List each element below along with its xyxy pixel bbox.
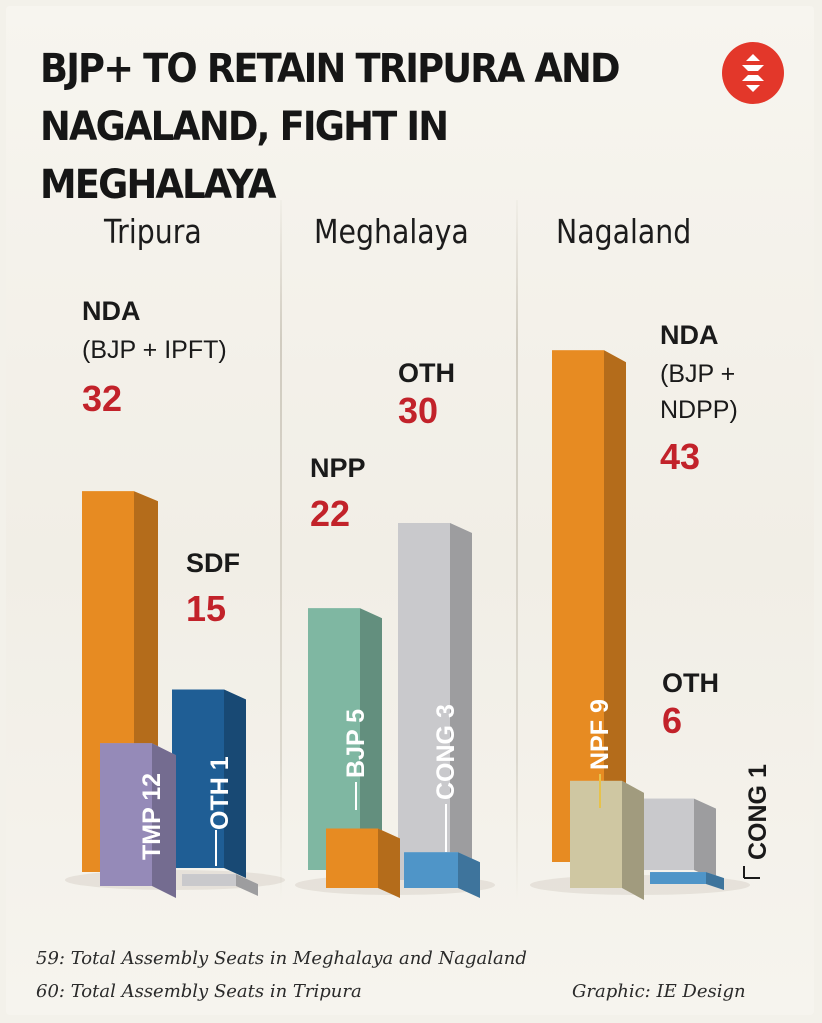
state-heading-meghalaya: Meghalaya [314, 212, 469, 251]
title-line-2: NAGALAND, FIGHT IN MEGHALAYA [40, 104, 449, 208]
state-heading-nagaland: Nagaland [556, 212, 692, 251]
nagaland-cong-label: CONG 1 [744, 764, 772, 860]
title-line-1: BJP+ TO RETAIN TRIPURA AND [40, 46, 621, 92]
page-title: BJP+ TO RETAIN TRIPURA AND NAGALAND, FIG… [40, 40, 666, 214]
tripura-tmp-bar [100, 743, 176, 898]
meghalaya-cong-bar [404, 852, 480, 898]
meghalaya-bjp-label: BJP 5 [342, 709, 370, 778]
nagaland-cong-bar [650, 872, 724, 890]
meghalaya-bjp-bar [326, 828, 400, 898]
credit: Graphic: IE Design [572, 981, 746, 1002]
nagaland-nda-label: NDA [660, 320, 719, 350]
tripura-nda-value: 32 [82, 378, 123, 419]
divider-2 [516, 200, 518, 900]
state-heading-tripura: Tripura [104, 212, 202, 251]
indian-express-logo-icon [722, 42, 784, 104]
tripura-nda-label: NDA [82, 296, 141, 326]
meghalaya-oth-value: 30 [398, 390, 439, 431]
nagaland-nda-sublabel-2: NDPP) [660, 396, 738, 424]
nagaland-nda-sublabel-1: (BJP + [660, 360, 736, 388]
tripura-sdf-bar [172, 689, 246, 878]
nagaland-oth-label: OTH [662, 668, 719, 698]
nagaland-nda-bar [552, 350, 626, 874]
footnote-1: 59: Total Assembly Seats in Meghalaya an… [36, 948, 527, 969]
meghalaya-oth-bar [398, 523, 472, 890]
meghalaya-npp-label: NPP [310, 453, 366, 483]
footnote-2: 60: Total Assembly Seats in Tripura [36, 981, 362, 1002]
nagaland-oth-value: 6 [662, 700, 683, 741]
tripura-tmp-label: TMP 12 [138, 773, 166, 860]
tripura-oth-label: OTH 1 [206, 756, 234, 830]
tripura-oth-bar [182, 874, 258, 896]
meghalaya-npp-value: 22 [310, 493, 351, 534]
nagaland-nda-value: 43 [660, 436, 701, 477]
tripura-sdf-label: SDF [186, 548, 240, 578]
meghalaya-oth-label: OTH [398, 358, 455, 388]
nagaland-oth-bar [642, 798, 716, 880]
meghalaya-cong-label: CONG 3 [432, 704, 460, 800]
nagaland-npf-bar [570, 780, 644, 900]
tripura-sdf-value: 15 [186, 588, 227, 629]
meghalaya-npp-bar [308, 608, 382, 880]
tripura-nda-sublabel: (BJP + IPFT) [82, 336, 227, 364]
divider-1 [280, 200, 282, 900]
nagaland-npf-label: NPF 9 [586, 699, 614, 770]
